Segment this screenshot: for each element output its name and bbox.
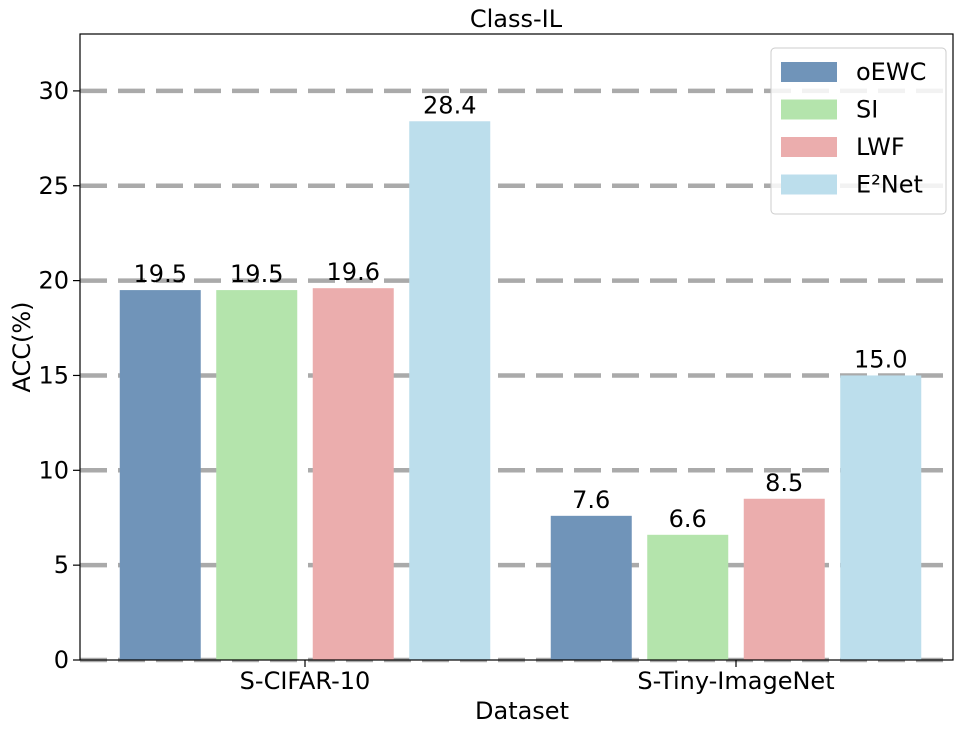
data-label: 19.5: [134, 260, 187, 288]
legend-swatch: [781, 137, 837, 157]
data-label: 19.5: [230, 260, 283, 288]
data-labels: 19.5 19.5 19.6 28.4 7.6 6.6 8.5 15.0: [134, 91, 908, 533]
legend-label: LWF: [856, 133, 905, 161]
bar-oewc-2: [550, 515, 632, 660]
plot-frame: [79, 33, 954, 661]
legend-label: E²Net: [856, 171, 923, 199]
bar-lwf-1: [312, 288, 394, 660]
y-tick-label: 0: [54, 646, 69, 674]
data-label: 8.5: [765, 469, 803, 497]
legend-swatch: [781, 62, 837, 82]
bar-enet-2: [840, 375, 922, 660]
data-label: 6.6: [669, 505, 707, 533]
y-tick-label: 5: [54, 551, 69, 579]
bar-enet-1: [409, 121, 491, 660]
x-axis-ticks: S-CIFAR-10 S-Tiny-ImageNet: [240, 660, 835, 695]
y-tick-label: 25: [38, 172, 69, 200]
legend-label: SI: [856, 96, 878, 124]
data-label: 7.6: [572, 486, 610, 514]
y-axis-ticks: 0 5 10 15 20 25 30: [38, 77, 80, 674]
chart-title: Class-IL: [470, 5, 563, 33]
legend-swatch: [781, 174, 837, 195]
bar-oewc-1: [119, 290, 201, 660]
bar-si-1: [216, 290, 298, 660]
y-tick-label: 20: [38, 267, 69, 295]
data-label: 15.0: [854, 345, 907, 373]
y-tick-label: 10: [38, 456, 69, 484]
y-tick-label: 15: [38, 361, 69, 389]
bars: [119, 121, 922, 660]
legend-label: oEWC: [856, 58, 926, 86]
bar-lwf-2: [743, 498, 825, 660]
legend-swatch: [781, 99, 837, 120]
bar-si-2: [647, 534, 729, 660]
legend-frame: [770, 47, 947, 215]
data-label: 19.6: [327, 258, 380, 286]
x-tick-label: S-Tiny-ImageNet: [637, 667, 834, 695]
legend: oEWC SI LWF E²Net: [770, 47, 947, 215]
x-axis-label: Dataset: [475, 697, 569, 725]
x-tick-label: S-CIFAR-10: [240, 667, 371, 695]
data-label: 28.4: [423, 91, 476, 119]
y-tick-label: 30: [38, 77, 69, 105]
y-axis-label: ACC(%): [8, 301, 36, 392]
